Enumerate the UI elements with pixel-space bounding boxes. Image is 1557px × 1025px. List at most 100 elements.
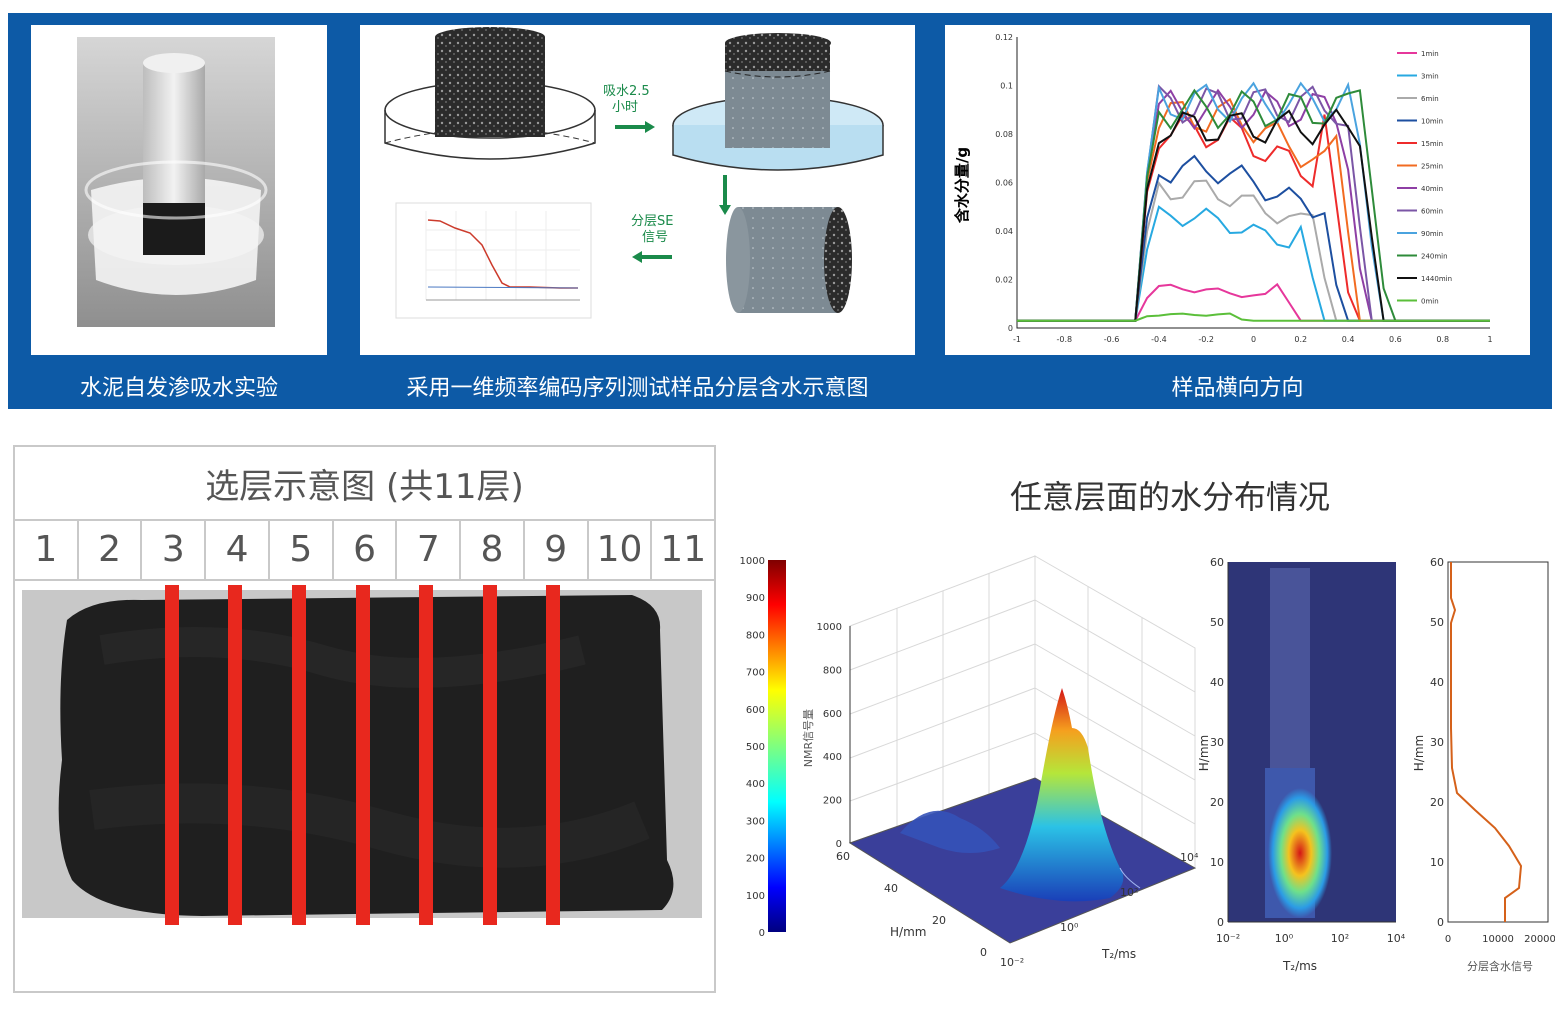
profile-ytick: 0.1: [1000, 82, 1013, 91]
surface-ztick: 0: [836, 839, 842, 850]
profile-xtick: 0.4: [1342, 335, 1355, 344]
mini-se-chart: [395, 202, 592, 319]
measured-sample: [726, 207, 852, 313]
legend-label: 6min: [1421, 95, 1439, 103]
layer-number[interactable]: 4: [206, 519, 270, 579]
profile-series-line: [1017, 84, 1490, 322]
colorbar-tick: 300: [746, 816, 765, 827]
nmr-peak: [1000, 688, 1124, 902]
legend-label: 10min: [1421, 118, 1443, 126]
heatmap-ytick: 60: [1210, 556, 1224, 569]
surface-ztick: 1000: [817, 622, 842, 633]
colorbar-tick: 500: [746, 742, 765, 753]
heatmap-xtick: 10⁻²: [1216, 932, 1240, 945]
schematic-caption: 采用一维频率编码序列测试样品分层含水示意图: [406, 376, 869, 401]
surface-htick: 0: [980, 946, 987, 959]
profile-ytick: 0.08: [995, 130, 1013, 139]
photo-panel: [31, 25, 327, 355]
layer-marker-line: [228, 585, 243, 925]
heatmap-ytick: 40: [1210, 676, 1224, 689]
layer-profile-ytick: 40: [1430, 676, 1444, 689]
colorbar-tick: 600: [746, 705, 765, 716]
layer-number[interactable]: 2: [79, 519, 143, 579]
imbibition-photo: [77, 37, 275, 327]
surface-zlabel: NMR信号量: [802, 709, 815, 767]
profile-xtick: -0.2: [1198, 335, 1214, 344]
surface-htick: 60: [836, 850, 850, 863]
layer-number[interactable]: 11: [660, 528, 707, 570]
profile-ytick: 0.12: [995, 33, 1013, 42]
profile-xtick: -0.4: [1151, 335, 1167, 344]
legend-label: 40min: [1421, 185, 1443, 193]
surface-ztick: 200: [823, 796, 842, 807]
profile-xtick: -0.6: [1104, 335, 1120, 344]
colorbar-tick: 0: [759, 928, 765, 939]
colorbar-tick: 100: [746, 891, 765, 902]
dry-sample: [384, 27, 596, 160]
layer-number[interactable]: 1: [15, 519, 79, 579]
heatmap-ytick: 10: [1210, 856, 1224, 869]
layer-number[interactable]: 7: [397, 519, 462, 579]
colorbar-tick: 200: [746, 854, 765, 865]
t2-heatmap: 60 50 40 30 20 10 0 10⁻² 10⁰ 10² 10⁴ H/mm T₂/ms: [1197, 556, 1405, 973]
layer-profile-xtick: 20000: [1524, 934, 1555, 945]
profile-series-line: [1017, 179, 1490, 322]
profile-xtick: 1: [1487, 335, 1492, 344]
profile-xtick: 0: [1251, 335, 1256, 344]
surface-t2tick: 10⁰: [1060, 921, 1079, 934]
profile-xtick: -1: [1013, 335, 1021, 344]
profile-axes: [1016, 37, 1490, 329]
layer-profile-ytick: 10: [1430, 856, 1444, 869]
profile-series-line: [1017, 282, 1490, 322]
profile-xtick: -0.8: [1056, 335, 1072, 344]
schematic-panel: 吸水2.5 小时 分层SE 信号: [360, 25, 915, 355]
heatmap-ytick: 20: [1210, 796, 1224, 809]
layer-profile-xtick: 0: [1445, 934, 1451, 945]
layer-marker-line: [546, 585, 561, 925]
layer-marker-line: [164, 585, 179, 925]
surface-htick: 20: [932, 914, 946, 927]
legend-label: 15min: [1421, 140, 1443, 148]
colorbar-tick: 1000: [740, 556, 765, 567]
colorbar-tick: 800: [746, 630, 765, 641]
surface-ztick: 400: [823, 752, 842, 763]
legend-label: 3min: [1421, 73, 1439, 81]
profile-ytick: 0.02: [995, 276, 1013, 285]
profile-xtick: 0.2: [1294, 335, 1307, 344]
layer-number[interactable]: 3: [142, 519, 207, 579]
schematic-diagram: 吸水2.5 小时 分层SE 信号: [384, 27, 884, 319]
layer-select-table: 选层示意图 (共11层) 1 2 3 4 5 6 7 8 9 10 11: [13, 445, 716, 993]
step2-label-b: 信号: [642, 230, 668, 245]
layer-select-title: 选层示意图 (共11层): [15, 447, 714, 521]
surface-ztick: 600: [823, 709, 842, 720]
layer-marker-line: [419, 585, 434, 925]
layer-profile-ylabel: H/mm: [1412, 735, 1426, 771]
layer-number[interactable]: 10: [589, 519, 653, 579]
profile-series-line: [1017, 97, 1490, 322]
wet-sample: [672, 33, 884, 171]
profile-series-line: [1017, 312, 1490, 322]
profile-series-line: [1017, 88, 1490, 322]
step1-label: 吸水2.5: [603, 84, 650, 99]
layer-profile-xlabel: 分层含水信号: [1467, 959, 1533, 973]
surface-t2label: T₂/ms: [1101, 947, 1136, 961]
layer-number[interactable]: 6: [334, 519, 398, 579]
photo-caption: 水泥自发渗吸水实验: [79, 376, 278, 401]
layer-number[interactable]: 5: [270, 519, 334, 579]
profile-ytick: 0: [1008, 324, 1013, 333]
layer-number[interactable]: 9: [525, 519, 589, 579]
legend-label: 25min: [1421, 163, 1443, 171]
layer-number[interactable]: 8: [461, 519, 525, 579]
layer-profile-ytick: 60: [1430, 556, 1444, 569]
profile-panel: 含水分量/g 0 0.02 0.04 0.06 0.08 0.1 0.12 -1 -0.8 -0.…: [945, 25, 1530, 355]
legend-label: 1min: [1421, 50, 1439, 58]
heatmap-ytick: 30: [1210, 736, 1224, 749]
layer-profile-ytick: 50: [1430, 616, 1444, 629]
surface-ztick: 800: [823, 665, 842, 676]
legend-label: 1440min: [1421, 275, 1452, 283]
layer-profile-xtick: 10000: [1482, 934, 1514, 945]
profile-series-line: [1017, 81, 1490, 322]
heatmap-ytick: 50: [1210, 616, 1224, 629]
legend-label: 0min: [1421, 298, 1439, 306]
